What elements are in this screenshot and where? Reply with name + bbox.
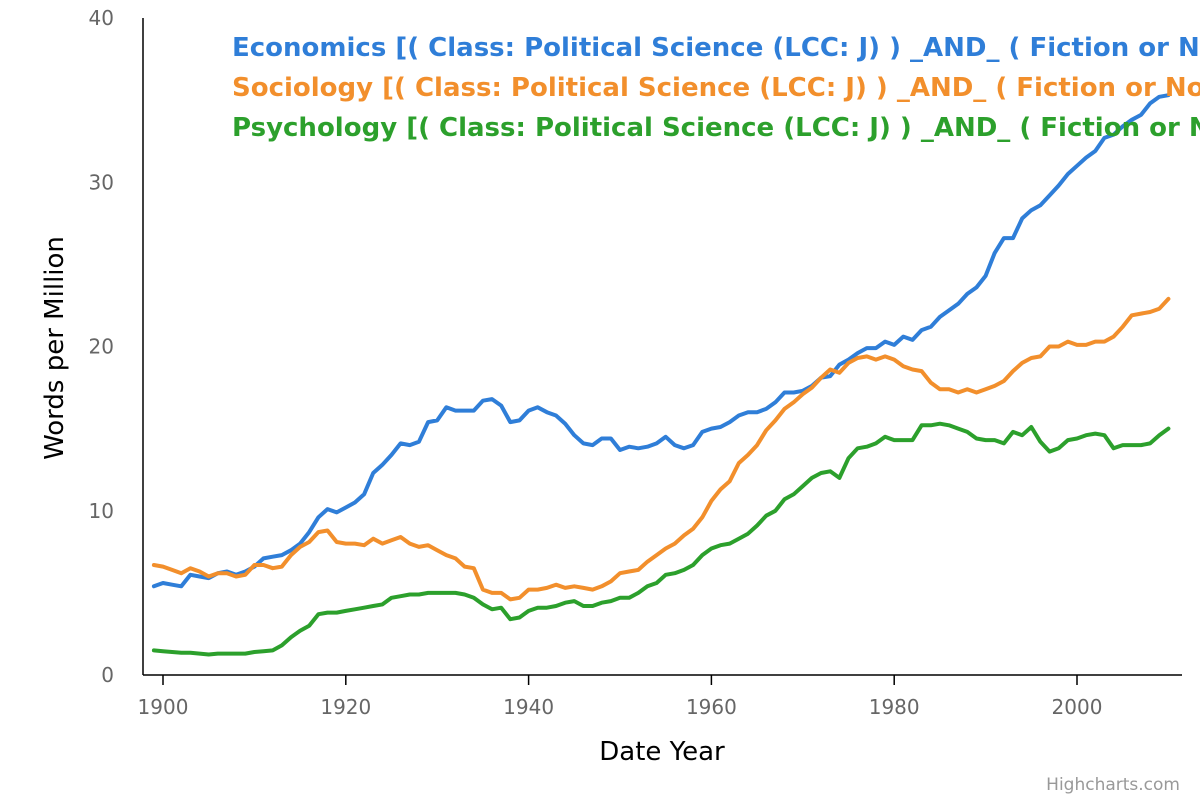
y-tick-label: 10 [89, 499, 114, 523]
x-tick-label: 2000 [1052, 695, 1103, 719]
x-tick-label: 1900 [138, 695, 189, 719]
legend-item-psychology[interactable]: Psychology [( Class: Political Science (… [232, 113, 1200, 143]
series-line-psychology[interactable] [151, 421, 1171, 657]
y-tick-label: 0 [101, 663, 114, 687]
legend-item-economics[interactable]: Economics [( Class: Political Science (L… [232, 33, 1200, 63]
y-axis-title: Words per Million [40, 236, 70, 460]
legend-item-sociology[interactable]: Sociology [( Class: Political Science (L… [232, 73, 1200, 103]
x-tick-label: 1960 [686, 695, 737, 719]
x-axis-title: Date Year [599, 737, 725, 767]
x-tick-label: 1940 [503, 695, 554, 719]
legend: Economics [( Class: Political Science (L… [232, 33, 1200, 143]
y-axis-ticks: 0 10 20 30 40 [89, 6, 114, 687]
series-line-economics[interactable] [151, 93, 1171, 589]
y-tick-label: 20 [89, 335, 114, 359]
series-lines [151, 93, 1171, 657]
x-tick-label: 1920 [320, 695, 371, 719]
x-axis-ticks: 1900 1920 1940 1960 1980 2000 [138, 675, 1103, 719]
y-tick-label: 40 [89, 6, 114, 30]
series-line-sociology[interactable] [151, 296, 1171, 602]
y-tick-label: 30 [89, 170, 114, 194]
credits-link[interactable]: Highcharts.com [1046, 775, 1180, 795]
x-tick-label: 1980 [869, 695, 920, 719]
